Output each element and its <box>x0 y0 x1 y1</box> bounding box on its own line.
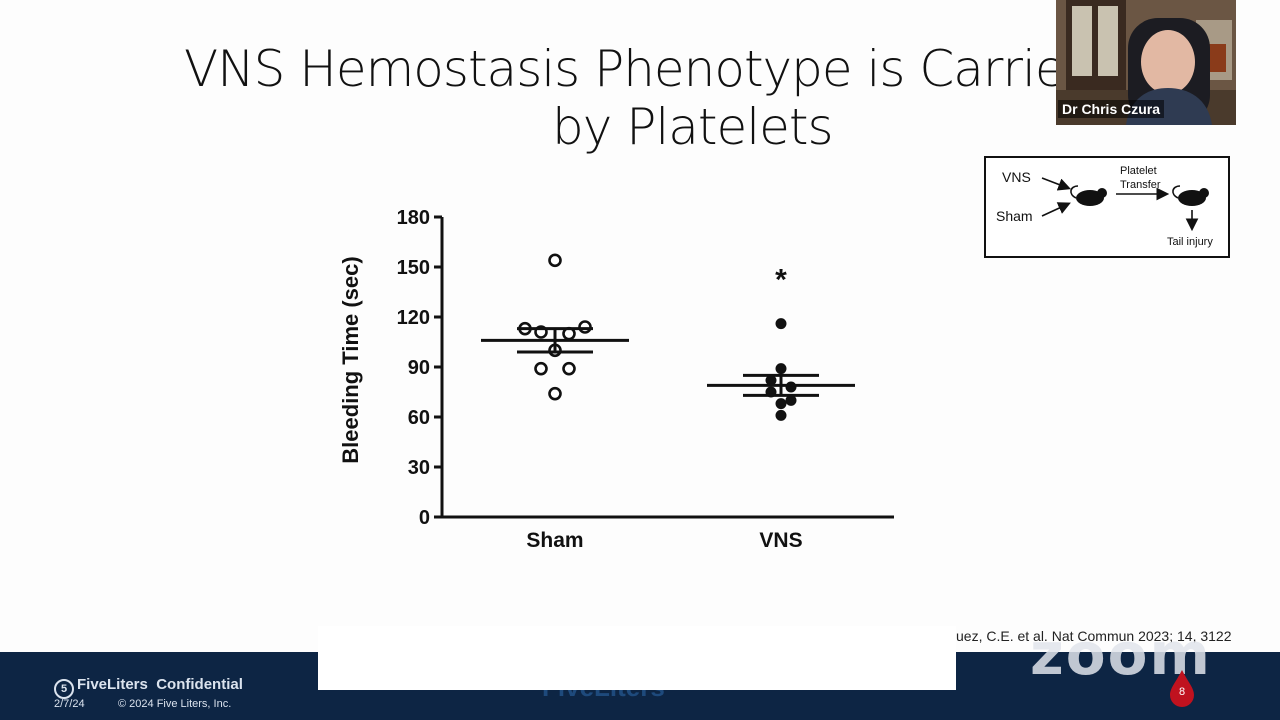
footer-date: 2/7/24 <box>54 698 85 710</box>
data-point <box>775 363 787 375</box>
footer-confidential: Confidential <box>156 676 243 693</box>
y-tick-label: 180 <box>397 207 430 229</box>
citation-text: uez, C.E. et al. Nat Commun 2023; 14, 31… <box>956 628 1232 644</box>
data-point <box>775 398 787 410</box>
footer-brand-name: FiveLiters <box>77 676 148 693</box>
participant-video-tile[interactable] <box>1056 0 1236 125</box>
y-tick-label: 60 <box>408 407 430 429</box>
page-number: 8 <box>1179 686 1186 698</box>
schematic-arrow-vns <box>1041 177 1071 191</box>
footer-copyright: © 2024 Five Liters, Inc. <box>118 698 232 710</box>
y-tick-label: 0 <box>419 507 430 529</box>
x-category-label: VNS <box>759 529 802 552</box>
data-point <box>562 361 576 376</box>
data-point <box>785 381 797 393</box>
y-tick-label: 120 <box>397 307 430 329</box>
bleeding-time-chart: 0 30 60 90 120 150 180 Sham VNS * Bleeding Time … <box>338 207 894 552</box>
data-point <box>578 320 592 334</box>
footer-brand: 5 FiveLiters Confidential <box>54 676 243 699</box>
data-point <box>775 318 787 330</box>
y-tick-label: 90 <box>408 357 430 379</box>
schematic-sham-label: Sham <box>996 208 1033 224</box>
platelet-transfer-schematic: VNS Sham Platelet Transfer Tail injury <box>984 156 1230 258</box>
page-number-drop-icon <box>1170 670 1194 707</box>
data-point <box>548 253 562 268</box>
x-category-label: Sham <box>526 529 583 552</box>
schematic-vns-label: VNS <box>1002 169 1031 185</box>
schematic-injury-label: Tail injury <box>1167 236 1213 248</box>
y-tick-label: 30 <box>408 457 430 479</box>
data-point <box>775 409 787 421</box>
data-point <box>534 361 548 376</box>
schematic-transfer-line2: Transfer <box>1120 179 1161 191</box>
slide-title-line2: by Platelets <box>552 98 834 156</box>
schematic-arrow-sham <box>1041 202 1071 217</box>
schematic-transfer-line1: Platelet <box>1120 165 1157 177</box>
participant-video-frame <box>1056 0 1236 125</box>
redaction-box <box>318 626 956 690</box>
mouse-recipient-icon <box>1172 185 1209 206</box>
chart-y-axis-label: Bleeding Time (sec) <box>338 256 363 463</box>
mouse-donor-icon <box>1070 185 1107 206</box>
slide-title-line1: VNS Hemostasis Phenotype is Carrie <box>184 40 1066 98</box>
data-point <box>548 386 562 401</box>
y-tick-label: 150 <box>397 257 430 279</box>
significance-asterisk: * <box>775 263 787 296</box>
fiveliters-logo-icon: 5 <box>54 679 74 699</box>
participant-name-label: Dr Chris Czura <box>1058 100 1165 118</box>
